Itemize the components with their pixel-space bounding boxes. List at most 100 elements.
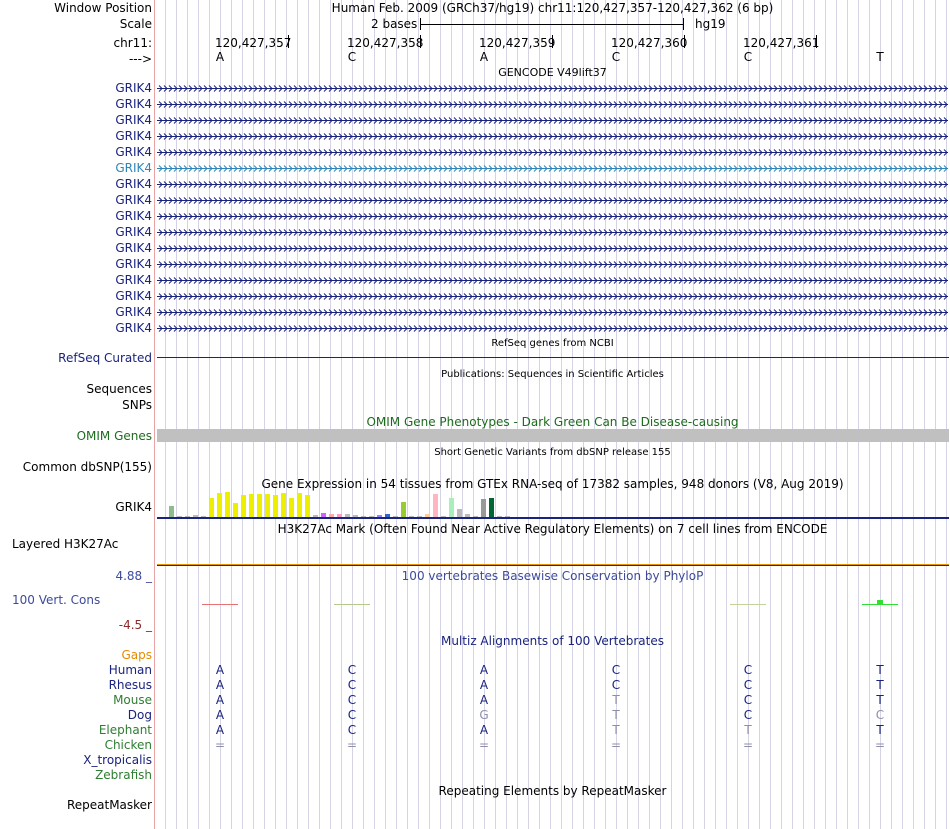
- gencode-gene-label[interactable]: GRIK4: [115, 257, 152, 271]
- gencode-gene-label[interactable]: GRIK4: [115, 193, 152, 207]
- gencode-gene-label[interactable]: GRIK4: [115, 97, 152, 111]
- multiz-species-label[interactable]: Dog: [127, 708, 152, 722]
- gencode-gene-track-row[interactable]: [157, 99, 948, 110]
- gencode-gene-track-row[interactable]: [157, 115, 948, 126]
- gencode-gene-track-row[interactable]: [157, 211, 948, 222]
- gtex-tissue-bar[interactable]: [465, 514, 470, 517]
- phylop-score-mark[interactable]: [730, 604, 766, 605]
- gtex-tissue-bar[interactable]: [481, 499, 486, 517]
- gtex-tissue-bar[interactable]: [265, 494, 270, 517]
- refseq-track-label[interactable]: RefSeq Curated: [58, 351, 152, 365]
- gencode-gene-label[interactable]: GRIK4: [115, 305, 152, 319]
- gencode-gene-track-row[interactable]: [157, 307, 948, 318]
- repeatmasker-track-label[interactable]: RepeatMasker: [66, 798, 152, 812]
- gtex-tissue-bar[interactable]: [441, 516, 446, 517]
- gencode-gene-label[interactable]: GRIK4: [115, 273, 152, 287]
- gtex-tissue-bar[interactable]: [201, 516, 206, 517]
- gtex-tissue-bar[interactable]: [345, 514, 350, 517]
- gtex-tissue-bar[interactable]: [337, 514, 342, 517]
- gtex-tissue-bar[interactable]: [401, 502, 406, 517]
- gencode-gene-label[interactable]: GRIK4: [115, 177, 152, 191]
- gtex-tissue-bar[interactable]: [281, 493, 286, 517]
- dbsnp-track-label[interactable]: Common dbSNP(155): [22, 460, 152, 474]
- gtex-tissue-bar[interactable]: [361, 516, 366, 517]
- gencode-gene-track-row[interactable]: [157, 131, 948, 142]
- gencode-gene-track-row[interactable]: [157, 243, 948, 254]
- multiz-species-label[interactable]: Rhesus: [108, 678, 152, 692]
- gencode-gene-track-row[interactable]: [157, 147, 948, 158]
- gtex-tissue-bar[interactable]: [289, 498, 294, 517]
- gencode-gene-track-row[interactable]: [157, 275, 948, 286]
- multiz-species-label[interactable]: Elephant: [98, 723, 152, 737]
- gtex-tissue-bar[interactable]: [497, 516, 502, 517]
- gtex-tissue-bar[interactable]: [193, 515, 198, 517]
- gtex-tissue-bar[interactable]: [417, 516, 422, 517]
- multiz-species-label[interactable]: Chicken: [104, 738, 152, 752]
- phylop-track-label[interactable]: 100 Vert. Cons: [12, 593, 101, 607]
- multiz-species-label[interactable]: Zebrafish: [95, 768, 152, 782]
- gtex-tissue-bar[interactable]: [241, 495, 246, 517]
- gencode-gene-track-row[interactable]: [157, 227, 948, 238]
- phylop-score-bar[interactable]: [877, 600, 883, 604]
- gtex-tissue-bar[interactable]: [249, 494, 254, 517]
- gtex-tissue-bar[interactable]: [313, 515, 318, 517]
- gtex-tissue-bar[interactable]: [369, 516, 374, 517]
- refseq-gene-line[interactable]: [157, 357, 949, 358]
- gtex-tissue-bar[interactable]: [209, 498, 214, 517]
- multiz-species-label[interactable]: Mouse: [113, 693, 152, 707]
- gtex-tissue-bar[interactable]: [177, 516, 182, 517]
- h3k27ac-track-label[interactable]: Layered H3K27Ac: [12, 537, 119, 551]
- gtex-tissue-bar[interactable]: [393, 516, 398, 517]
- gtex-tissue-bar[interactable]: [321, 513, 326, 517]
- gtex-tissue-bar[interactable]: [505, 516, 510, 517]
- gtex-tissue-bar[interactable]: [489, 498, 494, 517]
- gtex-tissue-bar[interactable]: [305, 495, 310, 517]
- gtex-tissue-bar[interactable]: [449, 498, 454, 517]
- gencode-gene-label[interactable]: GRIK4: [115, 321, 152, 335]
- gencode-gene-track-row[interactable]: [157, 83, 948, 94]
- gtex-tissue-bar[interactable]: [353, 515, 358, 517]
- gtex-tissue-bar[interactable]: [473, 516, 478, 517]
- publications-track-label[interactable]: Sequences: [86, 382, 152, 396]
- gencode-gene-label[interactable]: GRIK4: [115, 161, 152, 175]
- gtex-tissue-bar[interactable]: [225, 492, 230, 517]
- snps-track-label[interactable]: SNPs: [122, 398, 152, 412]
- gencode-gene-track-row[interactable]: [157, 179, 948, 190]
- gtex-tissue-bar[interactable]: [409, 516, 414, 517]
- multiz-species-label[interactable]: X_tropicalis: [83, 753, 152, 767]
- gtex-expression-chart[interactable]: [157, 492, 517, 517]
- gtex-tissue-bar[interactable]: [185, 516, 190, 517]
- gtex-tissue-bar[interactable]: [329, 514, 334, 517]
- multiz-gaps-label[interactable]: Gaps: [121, 648, 152, 662]
- gtex-tissue-bar[interactable]: [169, 506, 174, 517]
- gtex-tissue-bar[interactable]: [233, 503, 238, 517]
- gencode-gene-label[interactable]: GRIK4: [115, 241, 152, 255]
- phylop-score-mark[interactable]: [202, 604, 238, 605]
- gtex-tissue-bar[interactable]: [377, 515, 382, 517]
- gencode-gene-track-row[interactable]: [157, 259, 948, 270]
- gtex-tissue-bar[interactable]: [433, 494, 438, 517]
- gencode-gene-track-row[interactable]: [157, 323, 948, 334]
- gencode-gene-label[interactable]: GRIK4: [115, 225, 152, 239]
- gencode-gene-label[interactable]: GRIK4: [115, 129, 152, 143]
- gtex-tissue-bar[interactable]: [273, 495, 278, 517]
- gtex-tissue-bar[interactable]: [217, 493, 222, 517]
- phylop-score-mark[interactable]: [334, 604, 370, 605]
- omim-track-label[interactable]: OMIM Genes: [76, 429, 152, 443]
- gencode-gene-track-row[interactable]: [157, 291, 948, 302]
- gencode-gene-track-row[interactable]: [157, 163, 948, 174]
- gencode-gene-label[interactable]: GRIK4: [115, 113, 152, 127]
- gencode-gene-label[interactable]: GRIK4: [115, 289, 152, 303]
- gtex-track-label[interactable]: GRIK4: [115, 500, 152, 514]
- gencode-gene-label[interactable]: GRIK4: [115, 81, 152, 95]
- gencode-gene-label[interactable]: GRIK4: [115, 209, 152, 223]
- multiz-species-label[interactable]: Human: [108, 663, 152, 677]
- gencode-gene-track-row[interactable]: [157, 195, 948, 206]
- omim-gene-bar[interactable]: [157, 429, 949, 442]
- gtex-tissue-bar[interactable]: [425, 514, 430, 517]
- gtex-tissue-bar[interactable]: [385, 514, 390, 517]
- gtex-tissue-bar[interactable]: [457, 509, 462, 517]
- gencode-gene-label[interactable]: GRIK4: [115, 145, 152, 159]
- phylop-score-mark[interactable]: [862, 604, 898, 605]
